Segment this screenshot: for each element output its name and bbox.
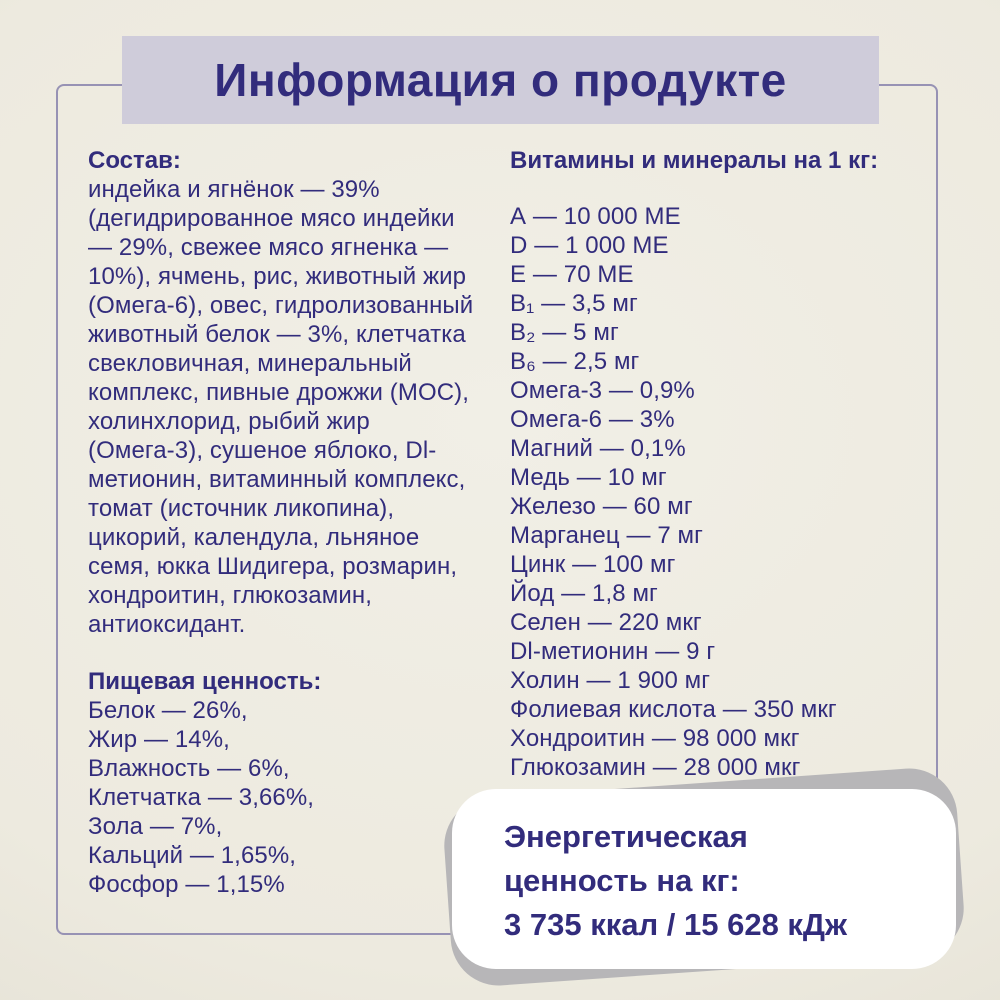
vitamins-list: А — 10 000 МЕ D — 1 000 МЕ Е — 70 МЕ В₁ — 3… [510,202,920,782]
vitamin-item: Холин — 1 900 мг [510,667,711,694]
vitamins-heading: Витамины и минералы на 1 кг: [510,147,879,174]
vitamin-item: Е — 70 МЕ [510,261,634,288]
nutrition-item: Зола — 7%, [88,813,223,840]
nutrition-item: Фосфор — 1,15% [88,871,285,898]
right-column: Витамины и минералы на 1 кг: А — 10 000 … [510,146,920,782]
vitamin-item: В₁ — 3,5 мг [510,290,638,317]
vitamin-item: Dl-метионин — 9 г [510,638,716,665]
vitamin-item: D — 1 000 МЕ [510,232,669,259]
vitamin-item: Йод — 1,8 мг [510,580,658,607]
nutrition-item: Кальций — 1,65%, [88,842,297,869]
vitamin-item: Хондроитин — 98 000 мкг [510,725,800,752]
nutrition-heading: Пищевая ценность: [88,668,322,695]
vitamin-item: Фолиевая кислота — 350 мкг [510,696,837,723]
vitamin-item: Глюкозамин — 28 000 мкг [510,754,801,781]
composition-text: индейка и ягнёнок — 39% (дегидрированное… [88,176,474,638]
energy-heading: Энергетическая ценность на кг: [504,819,748,898]
energy-value: 3 735 ккал / 15 628 кДж [504,907,847,942]
vitamin-item: Цинк — 100 мг [510,551,676,578]
composition-heading: Состав: [88,147,181,174]
vitamin-item: В₂ — 5 мг [510,319,619,346]
nutrition-list: Белок — 26%, Жир — 14%, Влажность — 6%, Кле… [88,696,480,899]
energy-card: Энергетическая ценность на кг: 3 735 кка… [452,789,956,969]
page-title: Информация о продукте [214,54,787,106]
composition-section: Состав: индейка и ягнёнок — 39% (дегидри… [88,146,480,639]
vitamin-item: Марганец — 7 мг [510,522,703,549]
nutrition-section: Пищевая ценность: Белок — 26%, Жир — 14%,… [88,667,480,899]
nutrition-item: Клетчатка — 3,66%, [88,784,315,811]
vitamin-item: Омега-6 — 3% [510,406,675,433]
vitamin-item: Селен — 220 мкг [510,609,702,636]
nutrition-item: Влажность — 6%, [88,755,290,782]
vitamin-item: Медь — 10 мг [510,464,667,491]
nutrition-item: Белок — 26%, [88,697,248,724]
vitamin-item: Железо — 60 мг [510,493,693,520]
nutrition-item: Жир — 14%, [88,726,230,753]
vitamin-item: Магний — 0,1% [510,435,686,462]
page-title-banner: Информация о продукте [122,36,879,124]
vitamin-item: А — 10 000 МЕ [510,203,681,230]
vitamin-item: Омега-3 — 0,9% [510,377,695,404]
left-column: Состав: индейка и ягнёнок — 39% (дегидри… [88,146,480,899]
vitamin-item: В₆ — 2,5 мг [510,348,640,375]
